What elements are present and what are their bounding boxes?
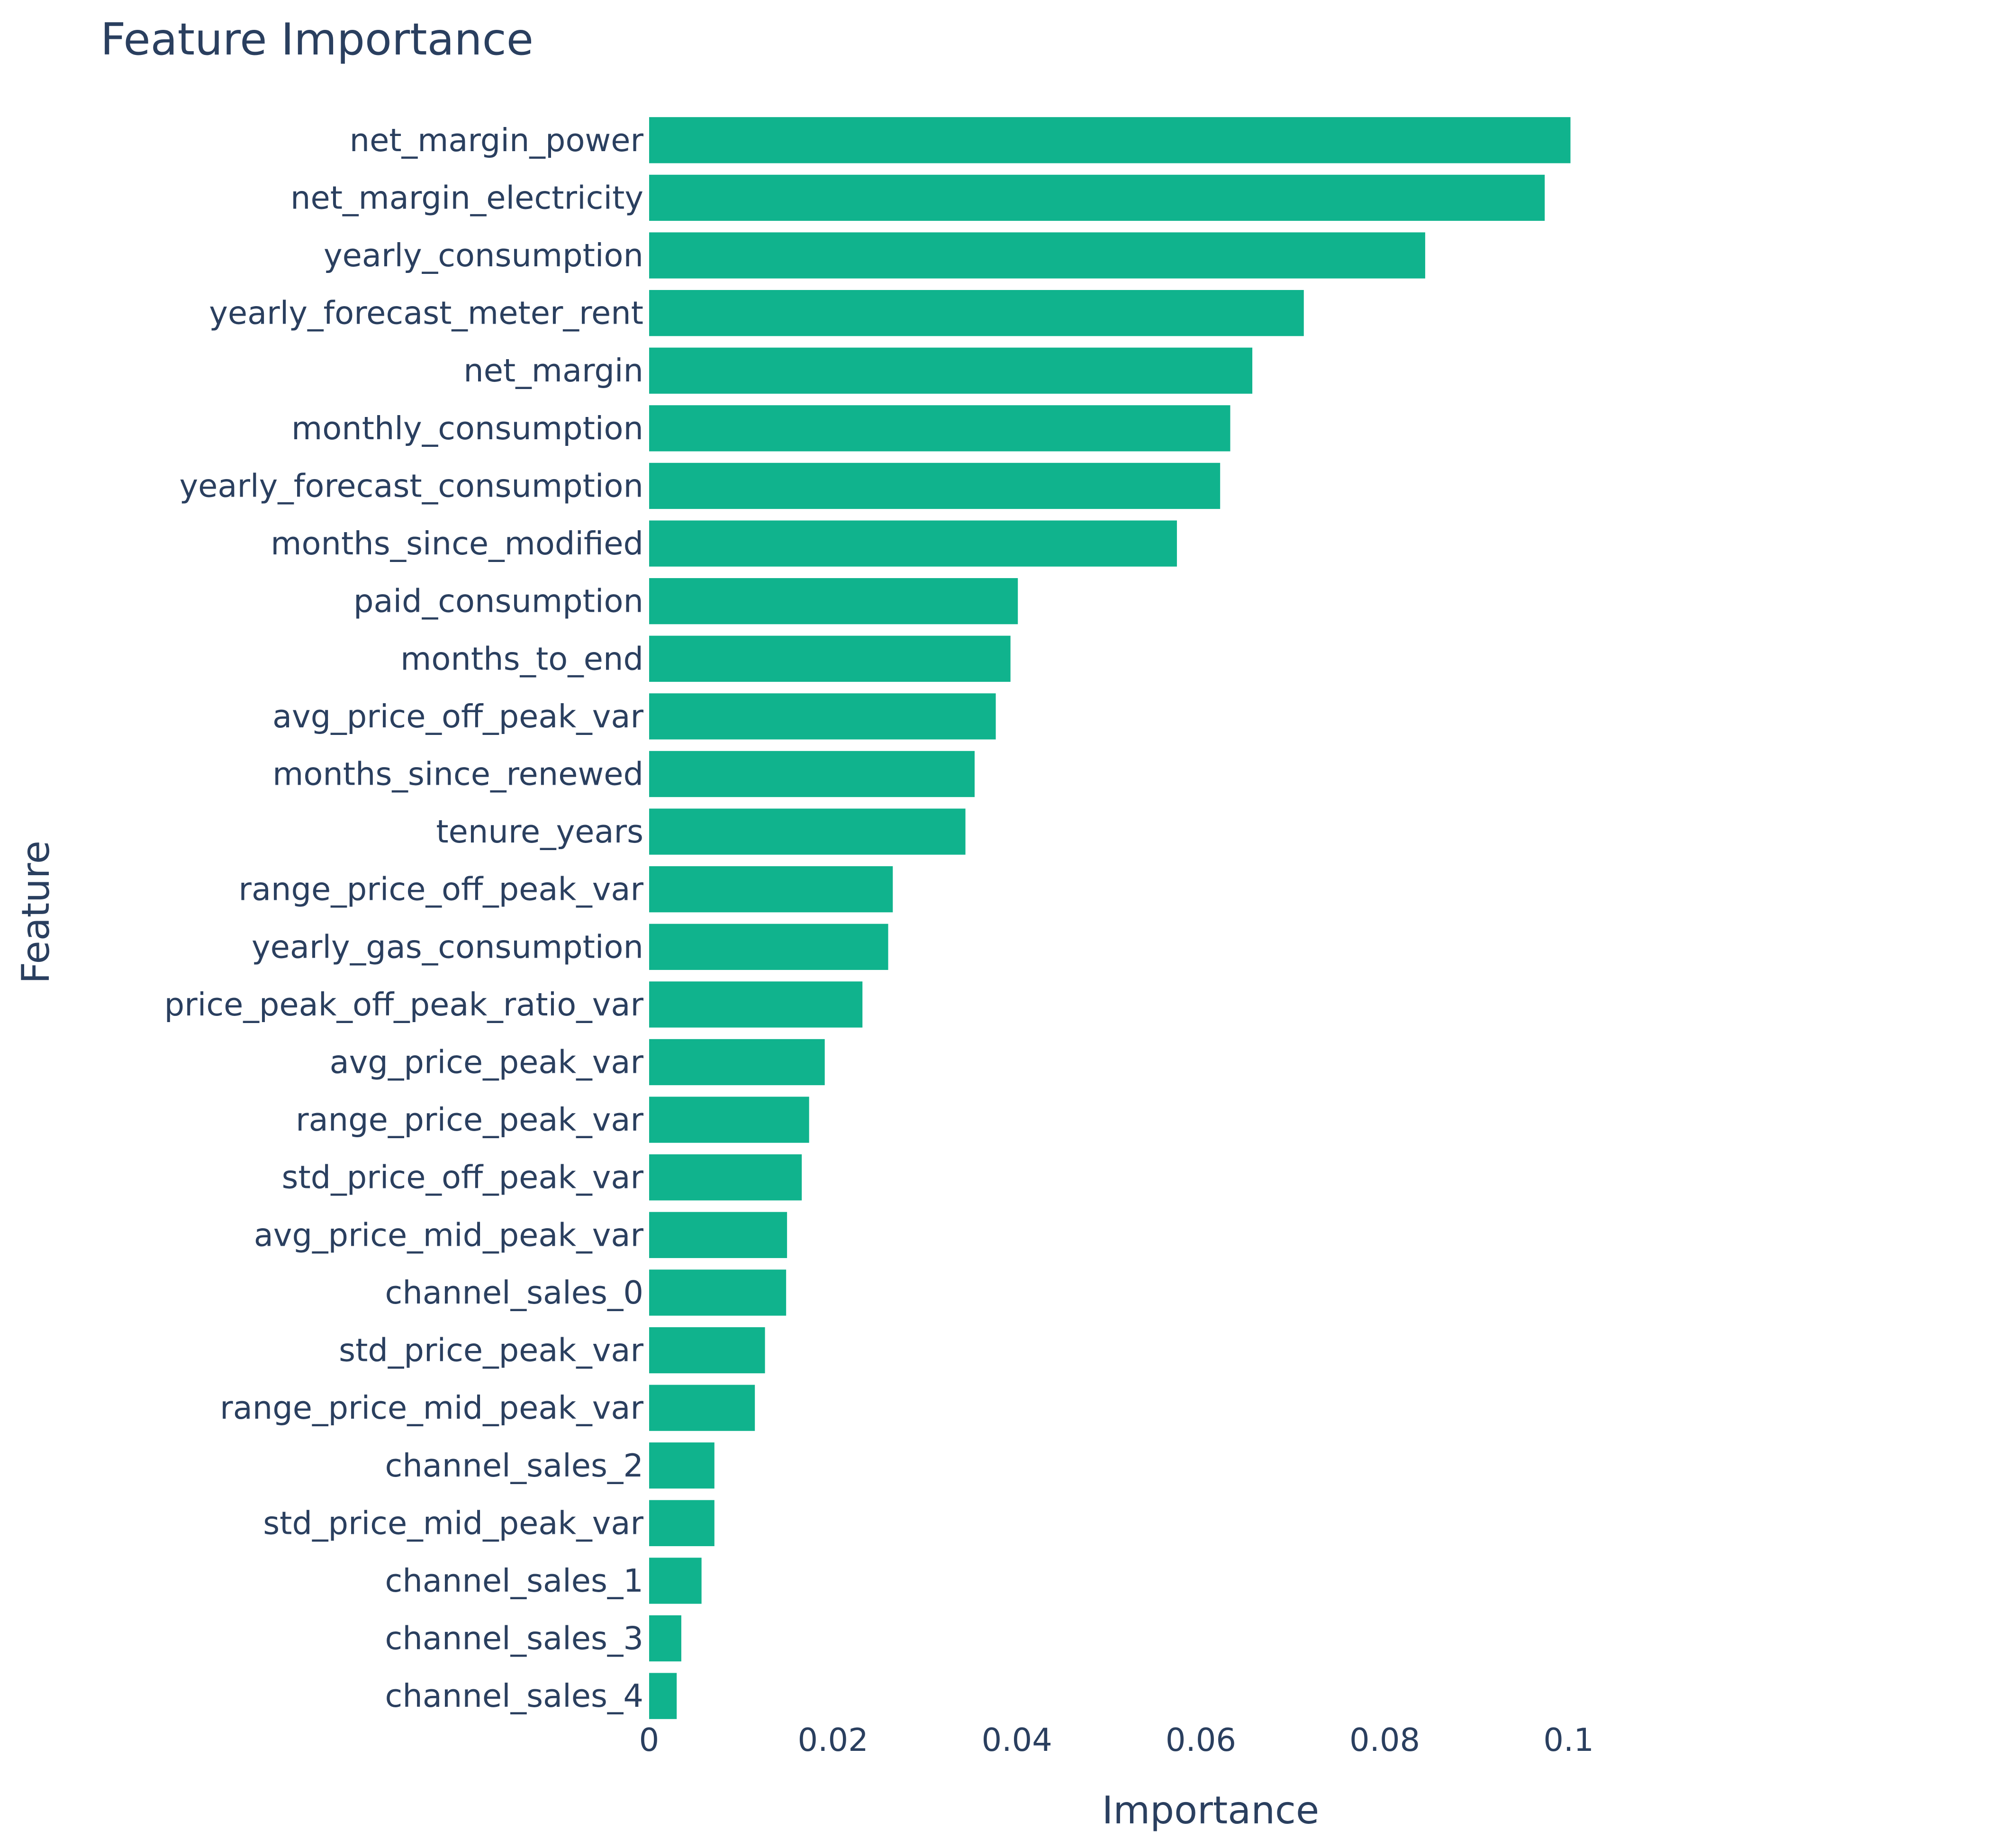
- category-label: channel_sales_0: [385, 1274, 643, 1311]
- bar-range-price-peak-var: [649, 1096, 809, 1143]
- category-label: std_price_off_peak_var: [282, 1159, 644, 1196]
- bar-monthly-consumption: [649, 405, 1230, 452]
- category-label: paid_consumption: [353, 583, 643, 620]
- chart-title: Feature Importance: [100, 14, 534, 65]
- category-label: range_price_peak_var: [296, 1101, 643, 1138]
- category-label: yearly_forecast_meter_rent: [209, 295, 643, 332]
- x-tick-label: 0.06: [1166, 1721, 1236, 1758]
- bar-net-margin-power: [649, 117, 1571, 163]
- bars-layer: [649, 117, 1571, 1719]
- bar-yearly-forecast-consumption: [649, 462, 1221, 509]
- bar-avg-price-off-peak-var: [649, 693, 996, 740]
- bar-range-price-off-peak-var: [649, 866, 893, 913]
- bar-tenure-years: [649, 808, 966, 855]
- category-label: range_price_off_peak_var: [238, 871, 643, 908]
- bar-avg-price-mid-peak-var: [649, 1212, 787, 1258]
- bar-channel-sales-0: [649, 1269, 787, 1316]
- bar-std-price-peak-var: [649, 1327, 765, 1374]
- bar-net-margin-electricity: [649, 174, 1545, 221]
- bar-channel-sales-1: [649, 1558, 702, 1604]
- category-label: yearly_forecast_consumption: [180, 467, 643, 504]
- category-label: net_margin_power: [350, 122, 644, 159]
- bar-net-margin: [649, 347, 1253, 394]
- category-label: avg_price_mid_peak_var: [254, 1216, 644, 1253]
- x-tick-label: 0.08: [1349, 1721, 1420, 1758]
- category-label: channel_sales_4: [385, 1677, 643, 1714]
- category-label: avg_price_off_peak_var: [272, 698, 643, 735]
- bar-yearly-consumption: [649, 232, 1425, 279]
- category-label: std_price_mid_peak_var: [263, 1504, 643, 1541]
- category-label: tenure_years: [436, 813, 643, 850]
- category-label: yearly_consumption: [324, 237, 643, 274]
- x-axis-ticks: 0 0.02 0.04 0.06 0.08 0.1: [639, 1721, 1594, 1758]
- category-label: months_since_renewed: [272, 755, 643, 792]
- category-labels: net_margin_power net_margin_electricityye…: [164, 122, 644, 1714]
- category-label: price_peak_off_peak_ratio_var: [164, 986, 644, 1023]
- category-label: months_since_modified: [271, 525, 643, 562]
- category-label: range_price_mid_peak_var: [220, 1389, 643, 1426]
- bar-months-since-modified: [649, 520, 1177, 567]
- category-label: channel_sales_3: [385, 1620, 643, 1657]
- bar-channel-sales-3: [649, 1615, 681, 1662]
- x-axis-title: Importance: [1102, 1788, 1319, 1832]
- bar-channel-sales-4: [649, 1673, 677, 1719]
- bar-yearly-forecast-meter-rent: [649, 290, 1304, 336]
- category-label: std_price_peak_var: [339, 1332, 643, 1369]
- category-label: avg_price_peak_var: [330, 1044, 644, 1081]
- bar-range-price-mid-peak-var: [649, 1385, 755, 1431]
- category-label: channel_sales_1: [385, 1562, 643, 1599]
- bar-months-to-end: [649, 635, 1011, 682]
- bar-channel-sales-2: [649, 1442, 715, 1489]
- category-label: channel_sales_2: [385, 1447, 643, 1484]
- bar-paid-consumption: [649, 578, 1018, 625]
- category-label: net_margin: [463, 352, 643, 389]
- bar-avg-price-peak-var: [649, 1039, 825, 1086]
- x-tick-label: 0.02: [798, 1721, 868, 1758]
- y-axis-title: Feature: [14, 841, 58, 984]
- bar-yearly-gas-consumption: [649, 924, 888, 970]
- x-tick-label: 0.1: [1543, 1721, 1594, 1758]
- x-tick-label: 0.04: [982, 1721, 1052, 1758]
- bar-months-since-renewed: [649, 751, 975, 797]
- category-label: yearly_gas_consumption: [252, 928, 643, 965]
- bar-std-price-mid-peak-var: [649, 1500, 715, 1547]
- bar-std-price-off-peak-var: [649, 1154, 802, 1201]
- category-label: months_to_end: [400, 640, 643, 677]
- category-label: monthly_consumption: [291, 410, 643, 447]
- category-label: net_margin_electricity: [290, 179, 643, 216]
- bar-price-peak-off-peak-ratio-var: [649, 981, 863, 1028]
- x-tick-label: 0: [639, 1721, 660, 1758]
